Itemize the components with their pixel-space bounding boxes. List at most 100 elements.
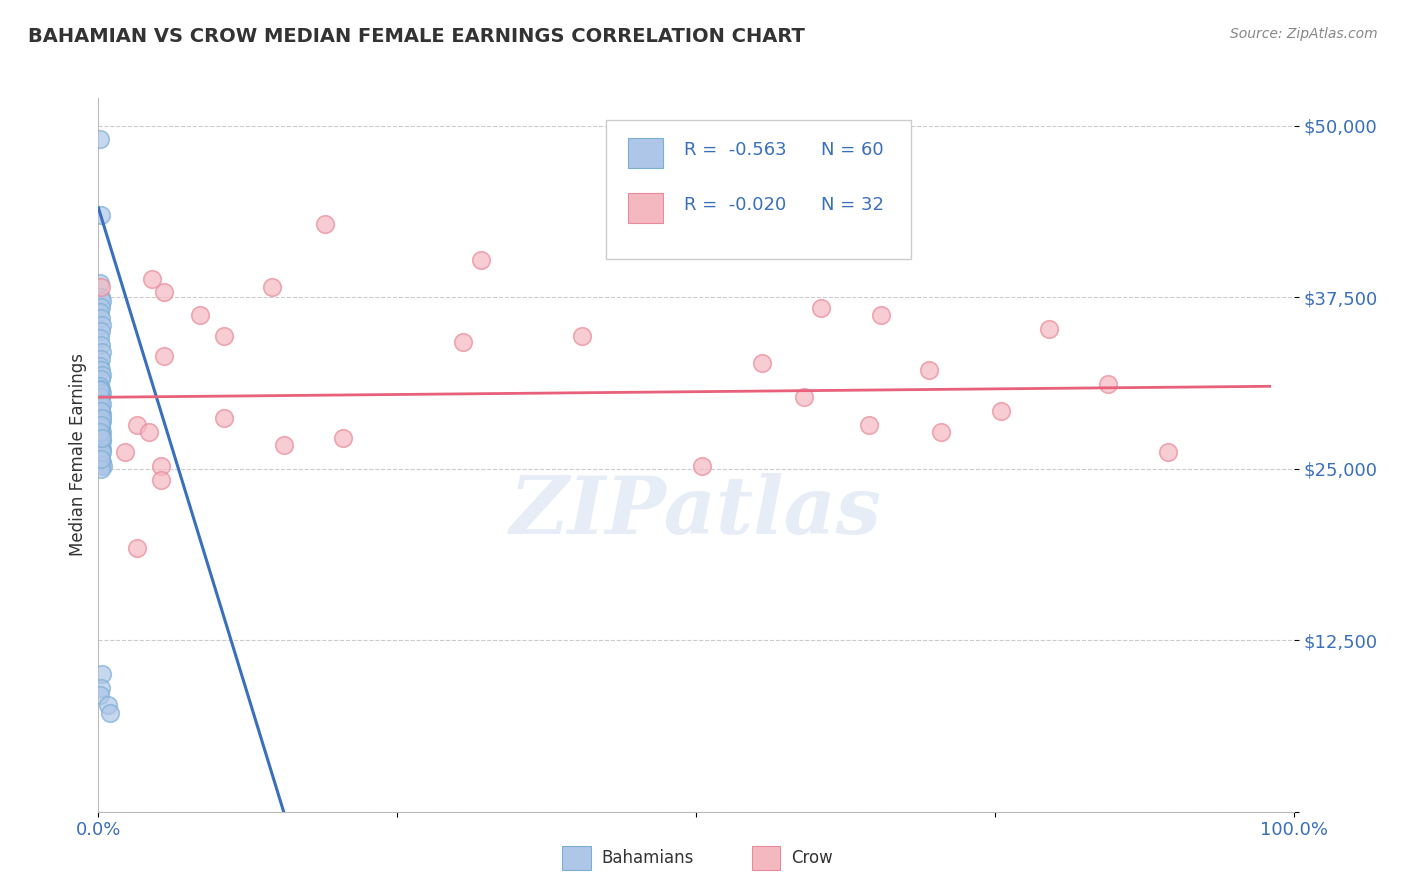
Point (90, 390, 112, 404)
Point (451, 335, 474, 350)
Point (91, 397, 114, 411)
Point (89, 305, 111, 319)
Point (91, 407, 114, 421)
Point (90, 363, 112, 377)
Point (91, 294, 114, 309)
Point (125, 417, 148, 432)
Point (1038, 321, 1060, 335)
Point (929, 425, 952, 439)
Point (90, 390, 112, 404)
Text: N = 32: N = 32 (821, 196, 884, 214)
Point (260, 280, 283, 294)
Point (90, 325, 112, 339)
Point (91, 458, 114, 473)
Point (89, 434, 111, 449)
Point (91, 386, 114, 401)
Point (90, 428, 112, 442)
Point (90, 681, 112, 696)
Point (89, 688, 111, 702)
Point (870, 308, 893, 322)
Point (571, 328, 593, 343)
Point (89, 425, 111, 439)
Point (212, 328, 235, 343)
Point (91, 667, 114, 681)
Point (138, 425, 160, 439)
Point (90, 420, 112, 434)
Point (90, 452, 112, 467)
Point (89, 331, 111, 345)
Point (141, 272, 163, 286)
Point (90, 280, 112, 294)
Point (90, 290, 112, 304)
Point (332, 432, 354, 446)
Point (89, 415, 111, 429)
Point (90, 310, 112, 325)
Point (91, 368, 114, 383)
Point (91, 425, 114, 439)
Point (89, 452, 111, 467)
Text: ZIPatlas: ZIPatlas (510, 474, 882, 550)
Point (90, 441, 112, 455)
Point (918, 363, 941, 377)
Point (91, 345, 114, 359)
Point (90, 300, 112, 314)
Point (89, 384, 111, 398)
Point (89, 432, 111, 446)
Point (90, 382, 112, 396)
Point (149, 458, 172, 473)
FancyBboxPatch shape (606, 120, 911, 259)
Point (690, 458, 713, 473)
Point (91, 410, 114, 425)
Point (149, 473, 172, 487)
Point (90, 208, 112, 222)
Point (91, 442, 114, 457)
Point (89, 359, 111, 373)
Point (1097, 376, 1119, 391)
Text: Source: ZipAtlas.com: Source: ZipAtlas.com (1230, 27, 1378, 41)
Point (990, 404, 1012, 418)
Text: N = 60: N = 60 (821, 141, 884, 159)
Point (212, 410, 235, 425)
Text: Crow: Crow (792, 849, 834, 867)
Point (91, 414, 114, 428)
Point (91, 445, 114, 459)
Point (125, 541, 148, 556)
Text: Bahamians: Bahamians (602, 849, 695, 867)
Point (90, 461, 112, 475)
Point (89, 379, 111, 393)
Point (810, 301, 832, 315)
Point (89, 420, 111, 434)
Point (273, 438, 295, 452)
Point (858, 417, 880, 432)
Point (90, 427, 112, 442)
Point (1157, 445, 1180, 459)
Point (90, 372, 112, 386)
Point (793, 390, 815, 404)
Point (98, 706, 122, 720)
Point (91, 318, 114, 332)
Point (89, 277, 111, 291)
Point (97, 698, 120, 712)
Point (90, 338, 112, 352)
Point (90, 410, 112, 425)
Point (91, 455, 114, 469)
Point (90, 351, 112, 366)
Point (90, 404, 112, 418)
Text: R =  -0.020: R = -0.020 (685, 196, 786, 214)
Point (91, 434, 114, 449)
Point (89, 132, 111, 146)
Point (153, 285, 176, 299)
Point (188, 308, 211, 322)
Point (114, 445, 136, 459)
Point (315, 218, 337, 232)
Point (153, 349, 176, 363)
Point (91, 432, 114, 446)
Point (89, 396, 111, 410)
Text: R =  -0.563: R = -0.563 (685, 141, 786, 159)
Text: BAHAMIAN VS CROW MEDIAN FEMALE EARNINGS CORRELATION CHART: BAHAMIAN VS CROW MEDIAN FEMALE EARNINGS … (28, 27, 806, 45)
Point (751, 356, 773, 370)
Y-axis label: Median Female Earnings: Median Female Earnings (69, 353, 87, 557)
Point (90, 448, 112, 462)
Point (470, 253, 492, 268)
Point (90, 458, 112, 472)
